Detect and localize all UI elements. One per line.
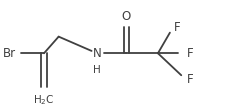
Text: H: H [93,65,101,75]
Text: F: F [174,21,180,34]
Text: F: F [187,73,194,86]
Text: O: O [122,10,131,23]
Text: F: F [187,47,194,60]
Text: Br: Br [3,47,16,60]
Text: H$_2$C: H$_2$C [33,93,55,107]
Text: N: N [93,47,101,60]
